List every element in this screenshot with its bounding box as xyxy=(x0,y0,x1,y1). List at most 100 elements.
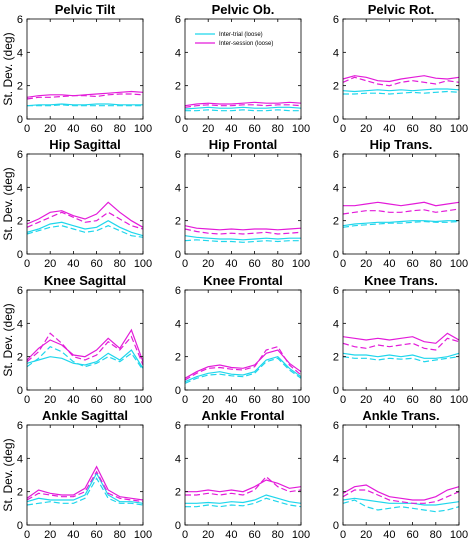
inter-session-solid-line xyxy=(342,484,460,501)
x-tick-label: 40 xyxy=(225,529,237,541)
panel-title: Knee Sagittal xyxy=(44,273,126,288)
x-axis-label: Gait Cycle (%) xyxy=(204,542,281,544)
x-tick-label: 60 xyxy=(248,258,260,270)
x-tick-label: 0 xyxy=(24,529,30,541)
x-tick-label: 20 xyxy=(202,258,214,270)
y-tick-label: 2 xyxy=(333,216,339,228)
x-tick-label: 0 xyxy=(340,123,346,135)
x-tick-label: 80 xyxy=(430,529,442,541)
inter-trial-solid-line xyxy=(184,106,302,110)
x-tick-label: 100 xyxy=(134,258,152,270)
x-tick-label: 80 xyxy=(114,123,126,135)
panel-title: Knee Trans. xyxy=(364,273,438,288)
inter-session-solid-line xyxy=(26,465,144,501)
inter-session-dashed-line xyxy=(26,211,144,230)
inter-session-solid-line xyxy=(26,328,144,362)
x-tick-label: 0 xyxy=(182,123,188,135)
y-tick-label: 6 xyxy=(17,285,23,297)
x-tick-label: 0 xyxy=(24,394,30,406)
y-axis-label: St. Dev. (deg) xyxy=(1,438,15,511)
x-tick-label: 60 xyxy=(406,529,418,541)
inter-session-dashed-line xyxy=(342,489,460,504)
y-tick-label: 2 xyxy=(17,352,23,364)
y-tick-label: 6 xyxy=(17,420,23,432)
x-tick-label: 0 xyxy=(340,394,346,406)
axes-box xyxy=(342,289,460,391)
x-tick-label: 40 xyxy=(67,394,79,406)
inter-trial-solid-line xyxy=(342,88,460,93)
axes-box xyxy=(26,18,144,120)
y-tick-label: 4 xyxy=(333,47,339,59)
y-tick-label: 2 xyxy=(333,352,339,364)
x-tick-label: 100 xyxy=(134,123,152,135)
x-tick-label: 100 xyxy=(450,258,468,270)
axes-box xyxy=(26,153,144,255)
y-tick-label: 4 xyxy=(17,318,23,330)
x-tick-label: 40 xyxy=(67,529,79,541)
panel-title: Ankle Frontal xyxy=(201,408,284,423)
panel-title: Pelvic Ob. xyxy=(212,2,275,17)
axes-box xyxy=(26,424,144,526)
y-tick-label: 2 xyxy=(333,487,339,499)
x-tick-label: 80 xyxy=(114,529,126,541)
axes-box xyxy=(184,289,302,391)
panel-ankle-trans: Ankle Trans.0246020406080100Gait Cycle (… xyxy=(333,408,468,544)
x-tick-label: 20 xyxy=(202,123,214,135)
x-tick-label: 60 xyxy=(406,258,418,270)
inter-session-solid-line xyxy=(26,201,144,228)
panel-title: Pelvic Rot. xyxy=(368,2,434,17)
y-tick-label: 2 xyxy=(333,81,339,93)
x-tick-label: 60 xyxy=(90,258,102,270)
inter-session-solid-line xyxy=(184,349,302,379)
x-tick-label: 80 xyxy=(114,394,126,406)
x-tick-label: 80 xyxy=(272,529,284,541)
y-tick-label: 4 xyxy=(175,182,181,194)
inter-trial-solid-line xyxy=(342,352,460,359)
x-tick-label: 100 xyxy=(450,529,468,541)
x-tick-label: 60 xyxy=(406,123,418,135)
inter-session-solid-line xyxy=(184,225,302,231)
inter-trial-solid-line xyxy=(185,494,302,504)
x-tick-label: 20 xyxy=(44,123,56,135)
y-tick-label: 6 xyxy=(17,149,23,161)
y-tick-label: 6 xyxy=(333,149,339,161)
x-tick-label: 20 xyxy=(360,529,372,541)
panel-ankle-frontal: Ankle Frontal0246020406080100Gait Cycle … xyxy=(175,408,310,544)
x-tick-label: 40 xyxy=(383,529,395,541)
y-tick-label: 0 xyxy=(175,520,181,532)
x-tick-label: 100 xyxy=(292,529,310,541)
inter-trial-solid-line xyxy=(26,472,144,504)
y-tick-label: 6 xyxy=(333,420,339,432)
panel-title: Hip Frontal xyxy=(209,137,278,152)
inter-trial-dashed-line xyxy=(26,225,144,238)
panel-title: Pelvic Tilt xyxy=(55,2,116,17)
x-tick-label: 60 xyxy=(248,529,260,541)
x-tick-label: 100 xyxy=(450,394,468,406)
inter-trial-solid-line xyxy=(26,220,144,237)
y-tick-label: 6 xyxy=(175,149,181,161)
x-tick-label: 0 xyxy=(182,258,188,270)
inter-session-dashed-line xyxy=(184,346,302,381)
inter-trial-dashed-line xyxy=(342,356,460,363)
y-axis-label: St. Dev. (deg) xyxy=(1,32,15,105)
y-tick-label: 4 xyxy=(17,47,23,59)
x-tick-label: 0 xyxy=(24,258,30,270)
inter-session-dashed-line xyxy=(184,228,302,235)
x-tick-label: 80 xyxy=(114,258,126,270)
x-tick-label: 60 xyxy=(90,123,102,135)
x-tick-label: 60 xyxy=(248,394,260,406)
inter-session-solid-line xyxy=(26,90,144,98)
inter-trial-dashed-line xyxy=(184,239,301,243)
inter-session-solid-line xyxy=(343,201,460,207)
y-tick-label: 0 xyxy=(333,249,339,261)
x-tick-label: 60 xyxy=(248,123,260,135)
y-tick-label: 4 xyxy=(17,453,23,465)
inter-trial-solid-line xyxy=(184,235,301,241)
x-tick-label: 20 xyxy=(360,258,372,270)
y-tick-label: 0 xyxy=(17,385,23,397)
